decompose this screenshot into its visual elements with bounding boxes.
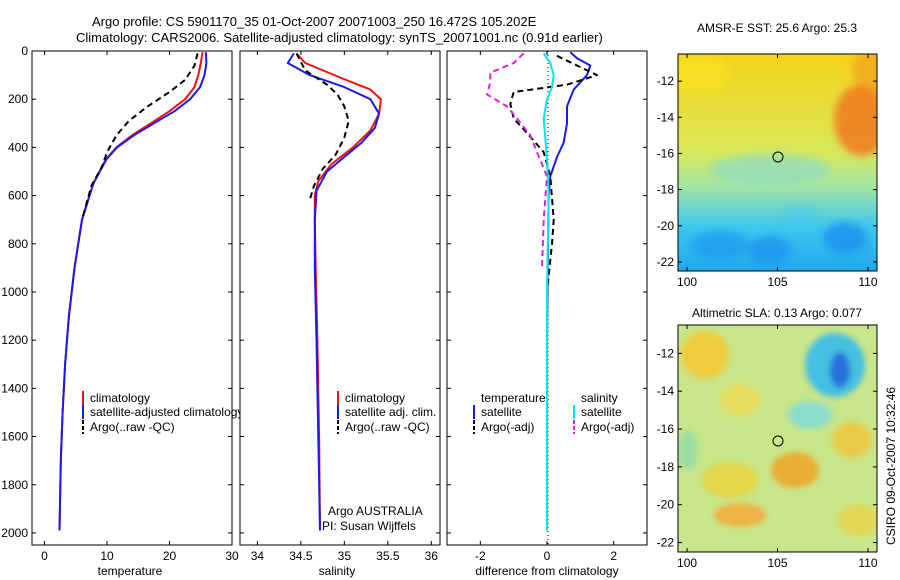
difference-xlabel: difference from climatology (475, 564, 618, 578)
temperature-lines (58, 52, 208, 531)
x-tick-label: 20 (163, 549, 177, 563)
map-y-tick-label: -14 (657, 384, 675, 398)
side-timestamp: CSIRO 09-Oct-2007 10:32:46 (884, 387, 898, 545)
map-y-tick-label: -12 (657, 74, 675, 88)
y-tick-label: 1600 (1, 430, 28, 444)
argo-australia-annotation: Argo AUSTRALIA (328, 504, 423, 518)
difference-y-axis (447, 50, 647, 534)
salinity-xlabel: salinity (319, 564, 356, 578)
temperature-legend: climatology satellite-adjusted climatolo… (82, 391, 243, 434)
y-tick-label: 400 (8, 140, 28, 154)
y-tick-label: 0 (21, 44, 28, 58)
x-tick-label: 2 (610, 549, 617, 563)
x-tick-label: 34.5 (289, 549, 313, 563)
x-tick-label: 0 (544, 549, 551, 563)
map-y-tick-label: -18 (657, 460, 675, 474)
legend-label-climatology: climatology (345, 391, 405, 405)
y-tick-label: 1800 (1, 478, 28, 492)
map-x-tick-label: 110 (858, 275, 877, 289)
legend-label-sal-satellite: satellite (581, 405, 622, 419)
map-y-tick-label: -22 (657, 536, 675, 550)
sla-map-axes: 100 105 110 -12 -14 -16 -18 -20 -22 (657, 325, 878, 570)
map-x-tick-label: 105 (767, 556, 787, 570)
y-tick-label: 200 (8, 92, 28, 106)
series-line-temp_argo (509, 54, 598, 293)
sst-heatmap (678, 54, 877, 271)
temperature-x-axis: 0 10 20 30 (41, 51, 239, 563)
x-tick-label: 30 (225, 549, 239, 563)
x-tick-label: 35 (338, 549, 352, 563)
legend-label-temp-satellite: satellite (481, 405, 522, 419)
legend-label-argo: Argo(..raw -QC) (90, 420, 175, 434)
map-y-tick-label: -22 (657, 255, 675, 269)
series-line-argo (295, 52, 350, 201)
series-line-argo (81, 53, 199, 220)
difference-legend: temperature salinity satellite Argo(-adj… (473, 391, 634, 434)
map-x-tick-label: 110 (858, 556, 877, 570)
map-y-tick-label: -16 (657, 146, 675, 160)
x-tick-label: 0 (41, 549, 48, 563)
legend-label-argo: Argo(..raw -QC) (345, 420, 430, 434)
legend-header-temperature: temperature (481, 391, 546, 405)
map-y-tick-label: -16 (657, 422, 675, 436)
y-tick-label: 800 (8, 237, 28, 251)
sst-map-panel: AMSR-E SST: 25.6 Argo: 25.3 100 105 110 -12… (657, 21, 878, 289)
sst-map-axes: 100 105 110 -12 -14 -16 -18 -20 -22 (657, 54, 878, 289)
y-tick-label: 600 (8, 189, 28, 203)
salinity-profile-panel: 34 34.5 35 35.5 36 salinity climatology sate… (239, 50, 441, 578)
sla-argo-marker (772, 435, 784, 447)
map-y-tick-label: -20 (657, 498, 675, 512)
salinity-x-axis: 34 34.5 35 35.5 36 (251, 51, 439, 563)
map-y-tick-label: -14 (657, 110, 675, 124)
sst-map-title: AMSR-E SST: 25.6 Argo: 25.3 (697, 21, 857, 35)
salinity-lines (286, 52, 382, 531)
series-line-satellite (58, 52, 208, 531)
difference-profile-panel: -2 0 2 difference from climatology tempera… (446, 50, 648, 578)
figure-title-line2: Climatology: CARS2006. Satellite-adjuste… (76, 30, 603, 45)
salinity-legend: climatology satellite adj. clim. Argo(..… (337, 391, 436, 434)
x-tick-label: 35.5 (376, 549, 400, 563)
temperature-xlabel: temperature (98, 564, 163, 578)
sla-heatmap (678, 325, 877, 552)
map-y-tick-label: -12 (657, 346, 675, 360)
series-line-sal_satellite (542, 52, 555, 531)
legend-label-temp-argo: Argo(-adj) (481, 420, 534, 434)
x-tick-label: 36 (425, 549, 439, 563)
pi-annotation: PI: Susan Wijffels (322, 519, 416, 533)
sla-map-title: Altimetric SLA: 0.13 Argo: 0.077 (692, 306, 862, 320)
legend-label-satellite: satellite adj. clim. (345, 405, 436, 419)
difference-x-axis: -2 0 2 (475, 51, 617, 563)
map-x-tick-label: 105 (767, 275, 787, 289)
x-tick-label: -2 (475, 549, 486, 563)
legend-label-sal-argo: Argo(-adj) (581, 420, 634, 434)
x-tick-label: 34 (251, 549, 265, 563)
salinity-axes-box (239, 50, 441, 546)
y-tick-label: 2000 (1, 526, 28, 540)
y-tick-label: 1000 (1, 285, 28, 299)
figure-title-line1: Argo profile: CS 5901170_35 01-Oct-2007 … (92, 14, 537, 29)
legend-label-climatology: climatology (90, 391, 150, 405)
series-line-satellite (286, 52, 381, 531)
difference-lines (486, 51, 598, 531)
map-y-tick-label: -18 (657, 183, 675, 197)
temperature-axes-box (31, 50, 233, 546)
legend-header-salinity: salinity (581, 391, 618, 405)
sst-argo-marker (772, 151, 784, 163)
y-tick-label: 1200 (1, 333, 28, 347)
map-y-tick-label: -20 (657, 219, 675, 233)
y-tick-label: 1400 (1, 381, 28, 395)
temperature-y-axis: 0 200 400 600 800 1000 1200 1400 1600 1800 2000 (1, 44, 232, 540)
map-x-tick-label: 100 (677, 275, 697, 289)
series-line-sal_argo (486, 52, 548, 268)
temperature-profile-panel: 0 200 400 600 800 1000 1200 1400 1600 1800 2000 0 1… (1, 44, 243, 578)
map-x-tick-label: 100 (677, 556, 697, 570)
x-tick-label: 10 (100, 549, 114, 563)
legend-label-satellite: satellite-adjusted climatology (90, 405, 243, 419)
sla-map-panel: Altimetric SLA: 0.13 Argo: 0.077 100 105 1… (657, 306, 878, 570)
salinity-y-axis (240, 50, 440, 534)
